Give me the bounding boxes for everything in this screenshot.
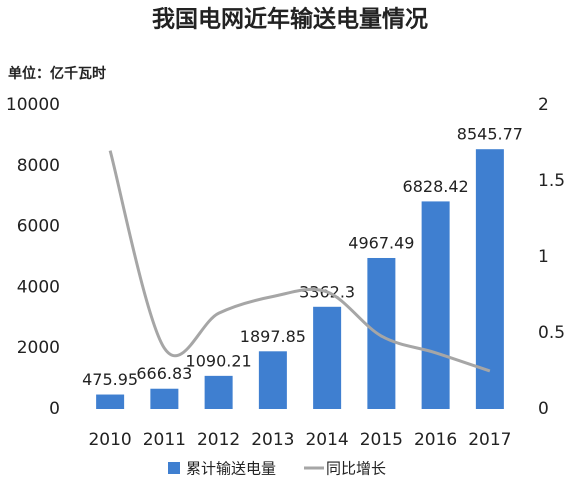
legend-swatch	[168, 462, 180, 474]
y-tick-label: 0	[49, 399, 60, 419]
bar	[150, 388, 179, 409]
chart-title: 我国电网近年输送电量情况	[152, 6, 428, 33]
x-tick-label: 2015	[360, 430, 403, 450]
legend-label: 同比增长	[326, 460, 386, 478]
bar	[96, 394, 125, 409]
value-label: 8545.77	[457, 125, 523, 144]
bar	[313, 306, 342, 409]
value-label: 475.95	[82, 370, 138, 389]
x-tick-label: 2010	[88, 430, 131, 450]
line	[108, 150, 491, 373]
y2-tick-label: 1.5	[538, 171, 565, 191]
x-tick-label: 2013	[251, 430, 294, 450]
x-tick-label: 2017	[468, 430, 511, 450]
bar	[421, 201, 450, 409]
bar	[204, 375, 233, 409]
y-tick-label: 2000	[17, 338, 60, 358]
y2-tick-label: 0.5	[538, 323, 565, 343]
value-label: 6828.42	[403, 177, 469, 196]
value-label: 1897.85	[240, 327, 306, 346]
y2-tick-label: 2	[538, 95, 549, 115]
unit-label: 单位：亿千瓦时	[8, 65, 106, 82]
x-tick-label: 2016	[414, 430, 457, 450]
value-label: 666.83	[136, 364, 192, 383]
value-label: 1090.21	[186, 351, 252, 370]
bar	[258, 351, 287, 409]
y-tick-label: 8000	[17, 156, 60, 176]
y-tick-label: 6000	[17, 217, 60, 237]
y-tick-label: 4000	[17, 277, 60, 297]
x-tick-label: 2011	[143, 430, 186, 450]
y2-tick-label: 0	[538, 399, 549, 419]
y-tick-label: 10000	[6, 95, 60, 115]
legend-label: 累计输送电量	[186, 460, 276, 478]
bar	[367, 257, 396, 409]
value-label: 4967.49	[348, 233, 414, 252]
x-tick-label: 2014	[305, 430, 348, 450]
bar	[475, 149, 504, 409]
x-tick-label: 2012	[197, 430, 240, 450]
y2-tick-label: 1	[538, 247, 549, 267]
